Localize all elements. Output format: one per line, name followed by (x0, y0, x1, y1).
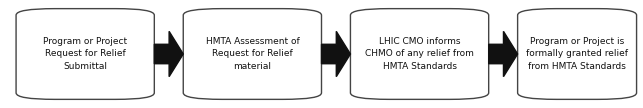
FancyBboxPatch shape (16, 9, 154, 99)
FancyArrow shape (489, 31, 518, 77)
Text: Program or Project is
formally granted relief
from HMTA Standards: Program or Project is formally granted r… (526, 37, 628, 71)
Text: Program or Project
Request for Relief
Submittal: Program or Project Request for Relief Su… (43, 37, 127, 71)
FancyBboxPatch shape (518, 9, 637, 99)
FancyBboxPatch shape (183, 9, 322, 99)
FancyArrow shape (154, 31, 183, 77)
FancyArrow shape (322, 31, 350, 77)
Text: LHIC CMO informs
CHMO of any relief from
HMTA Standards: LHIC CMO informs CHMO of any relief from… (365, 37, 474, 71)
FancyBboxPatch shape (350, 9, 489, 99)
Text: HMTA Assessment of
Request for Relief
material: HMTA Assessment of Request for Relief ma… (206, 37, 299, 71)
